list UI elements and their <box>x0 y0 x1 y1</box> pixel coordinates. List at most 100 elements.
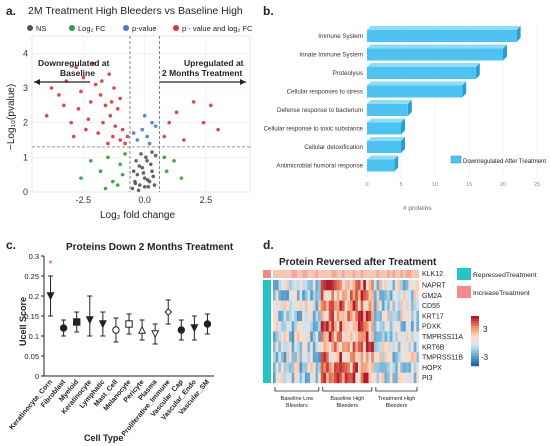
heatmap-cell <box>304 321 308 332</box>
colorbar-segment <box>471 348 479 352</box>
heatmap-cell <box>347 310 351 322</box>
heatmap-cell <box>400 331 404 342</box>
heatmap-cell <box>360 352 364 363</box>
heatmap-cell <box>397 362 401 373</box>
heatmap-cell <box>371 372 375 384</box>
ucell-category-labels: Keratinocyte_CornFibroblastMyeloidKerati… <box>8 378 211 438</box>
ucell-marker <box>112 326 120 334</box>
heatmap-cell <box>395 352 398 363</box>
heatmap-cell <box>363 270 367 278</box>
heatmap-cell <box>323 362 327 373</box>
ucell-ytick-label: 0.1 <box>29 332 39 341</box>
heatmap-cell <box>336 341 340 353</box>
heatmap-cell <box>397 341 401 353</box>
heatmap-cell <box>280 341 284 353</box>
heatmap-cell <box>381 331 385 342</box>
volcano-ytick-label: 2 <box>23 118 28 128</box>
volcano-point <box>79 89 83 94</box>
heatmap-cell <box>288 362 292 373</box>
heatmap-cell <box>408 372 412 384</box>
heatmap-cell <box>318 352 321 363</box>
heatmap-cell <box>304 372 308 384</box>
row-annotation-increase <box>263 270 271 278</box>
ucell-marker <box>85 316 94 325</box>
heatmap-cell <box>296 300 300 312</box>
heatmap-cell <box>307 331 311 342</box>
heatmap-cell <box>336 310 340 322</box>
heatmap-cell <box>302 352 306 363</box>
heatmap-cell <box>411 321 414 332</box>
heatmap-cell <box>334 341 337 353</box>
heatmap-cell <box>326 362 329 373</box>
heatmap-cell <box>384 280 388 291</box>
heatmap-cell <box>355 280 359 291</box>
heatmap-cell <box>304 300 308 312</box>
heatmap-cell <box>291 270 295 278</box>
heatmap-cell <box>296 352 300 363</box>
heatmap-cell <box>405 300 409 312</box>
bar-top-face <box>367 81 467 86</box>
heatmap-cell <box>344 331 348 342</box>
heatmap-cell <box>381 341 385 353</box>
heatmap-cell <box>349 362 353 373</box>
heatmap-cell <box>373 341 377 353</box>
heatmap-cell <box>397 321 401 332</box>
heatmap-cell <box>371 310 375 322</box>
heatmap-cell <box>389 321 393 332</box>
heatmap-cell <box>384 310 388 322</box>
heatmap-cell <box>405 372 409 384</box>
heatmap-cell <box>323 331 327 342</box>
heatmap-cell <box>355 352 359 363</box>
heatmap-cell <box>307 362 311 373</box>
heatmap-cell <box>328 270 332 278</box>
heatmap-cell <box>365 352 369 363</box>
heatmap-cell <box>365 331 369 342</box>
heatmap-cell <box>334 331 337 342</box>
heatmap-cell <box>283 310 287 322</box>
bar-xtick-label: 20 <box>500 182 506 188</box>
heatmap-cell <box>323 310 327 322</box>
heatmap-cell <box>296 310 300 322</box>
heatmap-panel: Protein Reversed after Treatment KLK12 N… <box>263 257 537 409</box>
heatmap-cells <box>273 270 420 384</box>
bar <box>367 48 503 61</box>
heatmap-cell <box>403 341 406 353</box>
heatmap-cell <box>373 331 377 342</box>
heatmap-cell <box>273 300 276 312</box>
heatmap-gene-label: PDXK <box>422 324 441 331</box>
heatmap-cell <box>310 280 314 291</box>
group-label: Baseline High <box>330 396 364 402</box>
heatmap-cell <box>360 310 364 322</box>
heatmap-cell <box>275 352 279 363</box>
panel-c-letter: c. <box>6 238 17 252</box>
heatmap-cell <box>408 341 412 353</box>
heatmap-cell <box>291 331 295 342</box>
heatmap-cell <box>352 331 356 342</box>
heatmap-cell <box>342 331 345 342</box>
heatmap-cell <box>328 310 332 322</box>
heatmap-cell <box>384 331 388 342</box>
heatmap-cell <box>328 280 332 291</box>
heatmap-cell <box>296 290 300 301</box>
heatmap-cell <box>368 321 372 332</box>
volcano-xtick-label: -2.5 <box>76 195 92 205</box>
volcano-point <box>174 110 179 115</box>
heatmap-cell <box>312 331 316 342</box>
heatmap-cell <box>273 362 276 373</box>
heatmap-cell <box>286 352 290 363</box>
heatmap-cell <box>315 341 319 353</box>
heatmap-cell <box>408 280 412 291</box>
volcano-ytick-label: 3 <box>23 83 28 93</box>
heatmap-cell <box>310 341 314 353</box>
heatmap-cell <box>280 331 284 342</box>
heatmap-cell <box>381 310 385 322</box>
heatmap-cell <box>381 352 385 363</box>
volcano-point <box>115 183 120 187</box>
volcano-point <box>151 174 156 179</box>
heatmap-cell <box>288 331 292 342</box>
heatmap-cell <box>275 372 279 384</box>
ucell-marker <box>125 320 133 328</box>
volcano-point <box>179 176 184 180</box>
heatmap-cell <box>376 290 380 301</box>
volcano-point <box>145 134 149 139</box>
